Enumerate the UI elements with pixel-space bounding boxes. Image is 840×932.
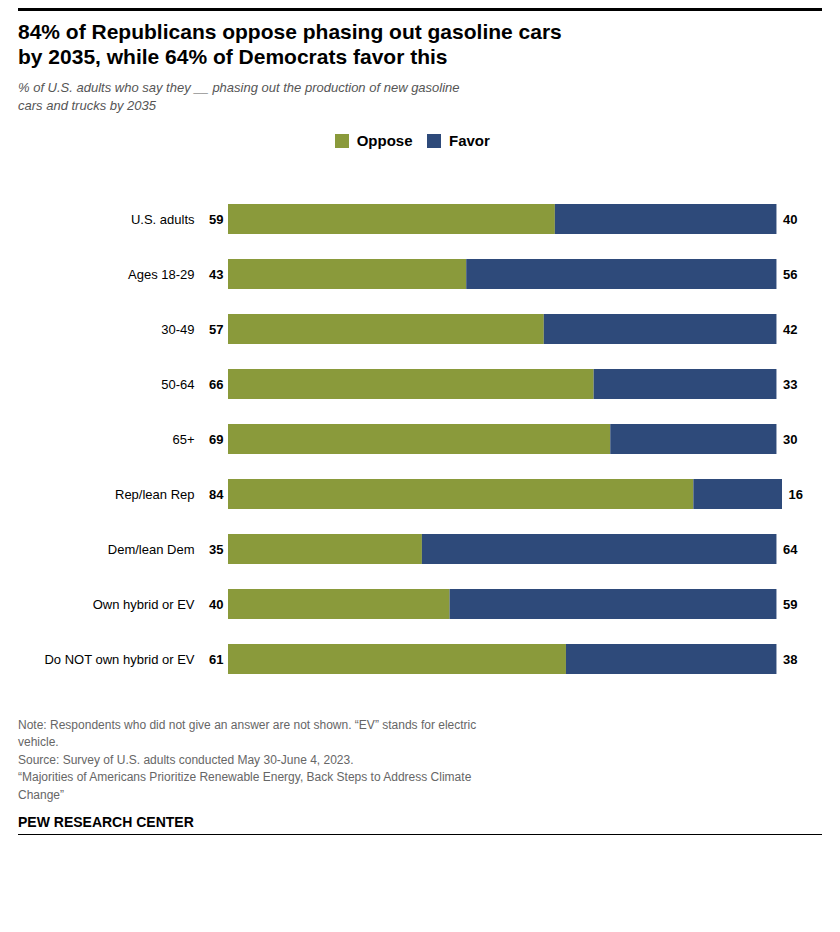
html-text:Favor: Favor bbox=[449, 132, 490, 150]
svg-text:30-49: 30-49 bbox=[161, 322, 194, 337]
svg-text:59: 59 bbox=[783, 597, 797, 612]
html-text:Oppose: Oppose bbox=[356, 132, 413, 150]
svg-text:64: 64 bbox=[783, 542, 798, 557]
svg-text:57: 57 bbox=[209, 322, 223, 337]
svg-text:Do NOT own hybrid or EV: Do NOT own hybrid or EV bbox=[44, 652, 194, 667]
svg-text:Own hybrid or EV: Own hybrid or EV bbox=[93, 597, 195, 612]
svg-text:69: 69 bbox=[209, 432, 223, 447]
svg-text:35: 35 bbox=[209, 542, 223, 557]
svg-text:U.S. adults: U.S. adults bbox=[131, 212, 195, 227]
svg-text:38: 38 bbox=[783, 652, 797, 667]
svg-text:84: 84 bbox=[209, 487, 224, 502]
svg-text:65+: 65+ bbox=[172, 432, 194, 447]
svg-text:56: 56 bbox=[783, 267, 797, 282]
svg-text:16: 16 bbox=[789, 487, 803, 502]
svg-text:42: 42 bbox=[783, 322, 797, 337]
html-text:PEW RESEARCH CENTER: PEW RESEARCH CENTER bbox=[18, 813, 194, 830]
svg-text:61: 61 bbox=[209, 652, 223, 667]
svg-text:33: 33 bbox=[783, 377, 797, 392]
html-text:Note: Respondents who did not: Note: Respondents who did not give an an… bbox=[18, 718, 477, 802]
html-text:% of U.S. adults who say they: % of U.S. adults who say they __ phasing… bbox=[18, 80, 460, 113]
svg-text:66: 66 bbox=[209, 377, 223, 392]
svg-text:59: 59 bbox=[209, 212, 223, 227]
svg-text:50-64: 50-64 bbox=[161, 377, 194, 392]
svg-text:40: 40 bbox=[783, 212, 797, 227]
svg-text:30: 30 bbox=[783, 432, 797, 447]
html-text:84% of Republicans oppose phas: 84% of Republicans oppose phasing out ga… bbox=[18, 20, 562, 69]
svg-text:Ages 18-29: Ages 18-29 bbox=[128, 267, 195, 282]
svg-text:Dem/lean Dem: Dem/lean Dem bbox=[108, 542, 195, 557]
svg-text:40: 40 bbox=[209, 597, 223, 612]
svg-text:Rep/lean Rep: Rep/lean Rep bbox=[115, 487, 195, 502]
svg-text:43: 43 bbox=[209, 267, 223, 282]
